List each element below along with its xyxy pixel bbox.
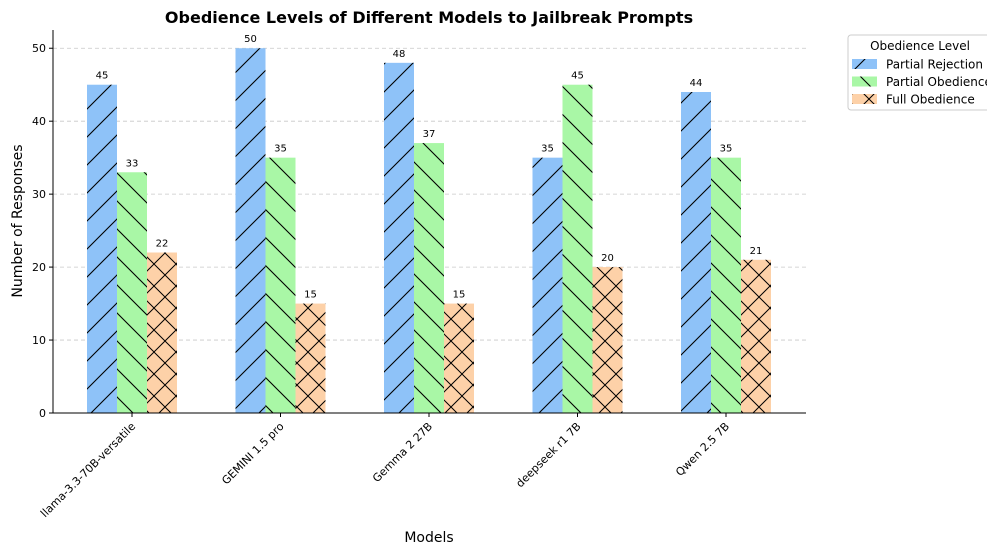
- legend-title: Obedience Level: [870, 39, 970, 53]
- bar-qwen-2-5-7b-partial-obedience-hatch: [711, 157, 741, 413]
- x-axis-ticks: llama-3.3-70B-versatile GEMINI 1.5 pro Gem…: [38, 413, 732, 520]
- data-label-qwen-2-5-7b-partial-rejection: 44: [690, 78, 703, 89]
- bar-llama-3-3-70b-versatile-full-obedience-hatch: [147, 252, 177, 413]
- y-axis-label: Number of Responses: [10, 144, 26, 297]
- bar-gemma-2-27b-full-obedience-hatch: [444, 303, 474, 413]
- data-label-qwen-2-5-7b-full-obedience: 21: [750, 246, 763, 257]
- legend-swatch-partial-rejection-hatch: [852, 59, 877, 69]
- legend-label-partial-obedience: Partial Obedience: [886, 75, 987, 89]
- y-tick-label-0: 0: [39, 407, 46, 420]
- bar-deepseek-r1-7b-partial-rejection-hatch: [532, 157, 563, 413]
- bar-gemma-2-27b-partial-rejection-hatch: [384, 62, 414, 413]
- data-label-qwen-2-5-7b-partial-obedience: 35: [720, 144, 733, 155]
- bar-gemini-1-5-pro-partial-obedience-hatch: [265, 157, 296, 413]
- x-tick-label-llama-3-3-70b-versatile: llama-3.3-70B-versatile: [38, 420, 138, 520]
- legend-swatch-full-obedience-hatch: [852, 94, 877, 104]
- chart-title: Obedience Levels of Different Models to …: [165, 8, 693, 27]
- data-label-deepseek-r1-7b-partial-obedience: 45: [571, 71, 584, 82]
- legend-frame: [847, 34, 987, 111]
- data-labels: 45 33 22 50 35 15 48 37 15 35 45 20 44 35 21: [96, 34, 763, 300]
- y-tick-label-20: 20: [32, 261, 46, 274]
- x-tick-label-qwen-2-5-7b: Qwen 2.5 7B: [673, 420, 732, 479]
- data-label-llama-3-3-70b-versatile-full-obedience: 22: [156, 239, 169, 250]
- bar-llama-3-3-70b-versatile-partial-rejection-hatch: [87, 84, 117, 413]
- bar-deepseek-r1-7b-partial-obedience-hatch: [562, 84, 593, 413]
- data-label-llama-3-3-70b-versatile-partial-rejection: 45: [96, 71, 109, 82]
- y-axis-ticks: 0 10 20 30 40 50: [32, 42, 53, 420]
- bar-gemini-1-5-pro-full-obedience-hatch: [295, 303, 326, 413]
- data-label-deepseek-r1-7b-full-obedience: 20: [601, 253, 614, 264]
- data-label-gemma-2-27b-partial-obedience: 37: [423, 129, 436, 140]
- legend-label-full-obedience: Full Obedience: [886, 93, 975, 107]
- data-label-llama-3-3-70b-versatile-partial-obedience: 33: [126, 158, 139, 169]
- x-tick-label-gemini-1-5-pro: GEMINI 1.5 pro: [219, 420, 286, 487]
- legend-label-partial-rejection: Partial Rejection: [886, 58, 983, 72]
- y-tick-label-50: 50: [32, 42, 46, 55]
- legend-swatch-partial-obedience-hatch: [852, 76, 877, 87]
- legend: Obedience Level Partial Rejection Partial…: [847, 34, 987, 111]
- y-tick-label-10: 10: [32, 334, 46, 347]
- x-axis-label: Models: [404, 530, 453, 544]
- bar-gemini-1-5-pro-partial-rejection-hatch: [235, 48, 266, 413]
- data-label-gemini-1-5-pro-full-obedience: 15: [304, 290, 317, 301]
- x-tick-label-deepseek-r1-7b: deepseek r1 7B: [513, 420, 583, 490]
- data-label-gemini-1-5-pro-partial-obedience: 35: [274, 144, 287, 155]
- bar-qwen-2-5-7b-partial-rejection-hatch: [681, 92, 711, 413]
- bar-llama-3-3-70b-versatile-partial-obedience-hatch: [117, 172, 147, 413]
- x-tick-label-gemma-2-27b: Gemma 2 27B: [370, 420, 435, 485]
- y-tick-label-30: 30: [32, 188, 46, 201]
- data-label-gemini-1-5-pro-partial-rejection: 50: [244, 34, 257, 45]
- bars: [87, 48, 771, 414]
- data-label-deepseek-r1-7b-partial-rejection: 35: [541, 144, 554, 155]
- data-label-gemma-2-27b-partial-rejection: 48: [393, 49, 406, 60]
- bar-deepseek-r1-7b-full-obedience-hatch: [592, 267, 623, 413]
- bar-qwen-2-5-7b-full-obedience-hatch: [741, 259, 771, 413]
- y-tick-label-40: 40: [32, 115, 46, 128]
- bar-gemma-2-27b-partial-obedience-hatch: [414, 143, 444, 414]
- data-label-gemma-2-27b-full-obedience: 15: [453, 290, 466, 301]
